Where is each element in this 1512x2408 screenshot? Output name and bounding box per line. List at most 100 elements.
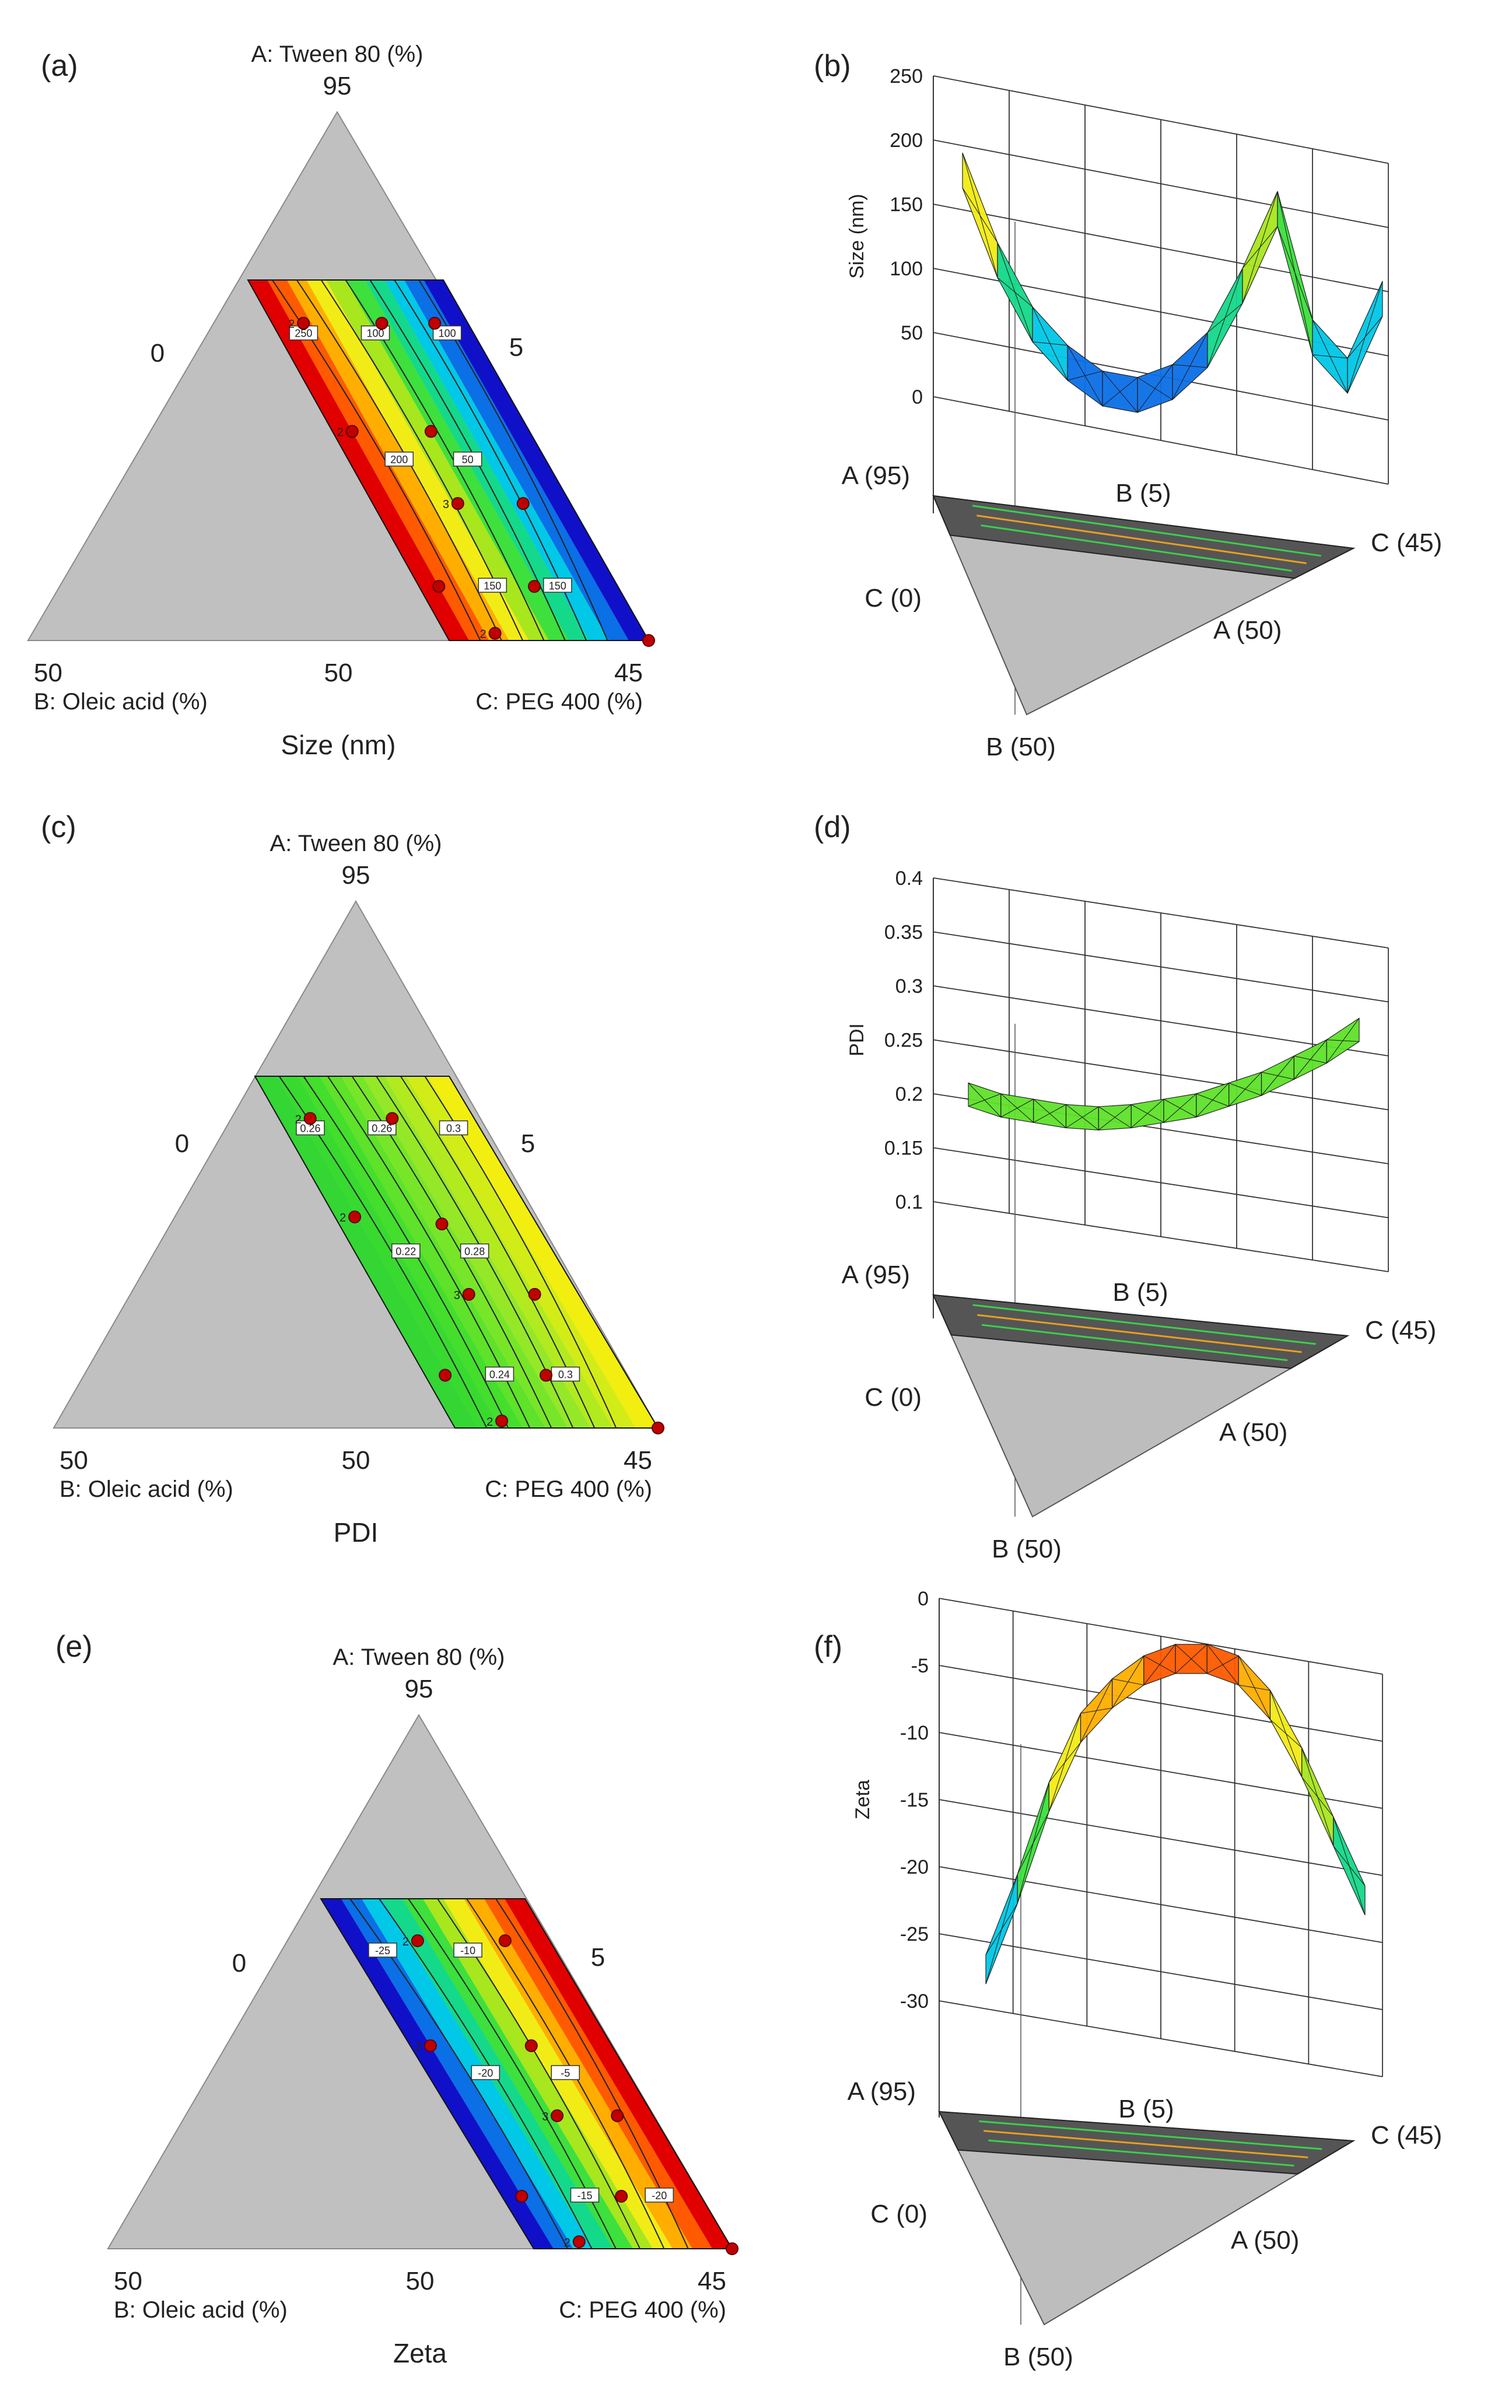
z-axis-title: Size (nm): [846, 194, 868, 278]
design-point: [375, 317, 388, 330]
base-contour-strip: [932, 1294, 1350, 1369]
ternary-panel-e: (e) -25 -20 -15 -10 -5 -20 2 2 3 2 A: Tween 80 (%) 9…: [55, 1630, 738, 2368]
design-point: [498, 1934, 512, 1947]
base-contour: [972, 1304, 1316, 1345]
contour-label: 0.26: [372, 1122, 392, 1134]
z-tick: 0.3: [895, 975, 923, 998]
mesh-line: [1293, 1040, 1327, 1080]
z-tick: 0.4: [895, 867, 923, 890]
base-label-a-top: A (95): [848, 2077, 916, 2106]
contour-band: [248, 280, 470, 640]
base-contour: [988, 2139, 1294, 2167]
contour-band: [505, 1899, 732, 2249]
mesh-line: [1098, 1104, 1132, 1130]
z-tick: -30: [900, 1990, 929, 2013]
z-tick: 0.1: [895, 1191, 923, 1213]
tick-right-corner: 45: [624, 1446, 652, 1475]
contour-band: [326, 280, 549, 640]
mesh-line: [1238, 1685, 1270, 1691]
replicate-label: 2: [415, 2041, 422, 2053]
design-point: [424, 2039, 437, 2052]
contour-label: -20: [478, 2067, 493, 2079]
axis-title-b: B: Oleic acid (%): [114, 2297, 288, 2323]
mesh-line: [985, 1874, 1018, 1985]
contour-label-box: [453, 452, 482, 467]
mesh-line: [1261, 1055, 1294, 1096]
replicate-label: 2: [337, 426, 344, 439]
z-tick: 0.35: [884, 922, 923, 944]
design-point: [348, 1210, 362, 1224]
design-point: [516, 497, 530, 510]
panel-label: (c): [41, 810, 76, 844]
tick-bottom-mid: 50: [342, 1446, 370, 1475]
design-point: [572, 2235, 586, 2248]
design-point: [528, 580, 541, 593]
mesh-line: [1112, 1656, 1144, 1709]
tick-right-side: 5: [521, 1129, 535, 1158]
tick-right-corner: 45: [614, 659, 643, 687]
contour-label-box: [368, 1943, 397, 1958]
contour-band: [384, 1076, 613, 1428]
contour-label: 0.24: [489, 1369, 510, 1381]
response-title: Zeta: [393, 2338, 447, 2368]
tick-right-side: 5: [591, 1943, 605, 1972]
design-point: [386, 1112, 399, 1125]
contour-label: 0.28: [464, 1246, 485, 1258]
base-label-c-left: C (0): [870, 2200, 928, 2228]
base-contour: [972, 505, 1322, 557]
ternary-panel-c: (c) 0.26 0.22 0.24 0.26 0.28 0.3 0.3 2 2 3 2 A: Twee…: [41, 810, 664, 1548]
tick-bottom-mid: 50: [406, 2267, 435, 2295]
base-contour: [981, 1324, 1288, 1362]
tick-top: 95: [323, 72, 352, 100]
contour-label: -5: [561, 2067, 570, 2079]
design-point: [611, 2109, 624, 2122]
replicate-label: 2: [295, 1113, 302, 1126]
mesh-line: [1032, 341, 1068, 346]
tick-top: 95: [405, 1675, 433, 1703]
design-point: [495, 1414, 509, 1427]
z-tick: -20: [900, 1856, 929, 1878]
mesh-line: [962, 187, 998, 243]
axis-title-a: A: Tween 80 (%): [251, 41, 424, 67]
mesh-line: [1242, 191, 1278, 304]
tick-right-side: 5: [509, 333, 523, 362]
z-tick: 0: [912, 386, 923, 408]
replicate-label: 3: [443, 498, 449, 511]
contour-band: [384, 280, 609, 640]
contour-label: 50: [462, 454, 474, 466]
base-contour-strip: [932, 495, 1356, 579]
design-point: [528, 1287, 541, 1301]
contour-label-box: [543, 578, 572, 593]
axis-title-b: B: Oleic acid (%): [34, 689, 208, 715]
tick-left-side: 0: [232, 1949, 246, 1978]
panel-label: (b): [814, 49, 851, 83]
base-label-b-top: B (5): [1112, 1278, 1168, 1307]
contour-label-box: [485, 1366, 514, 1382]
contour-label: 250: [295, 328, 312, 340]
contour-label: 0.3: [446, 1122, 461, 1134]
mesh-line: [1017, 1782, 1049, 1904]
mesh-line: [1067, 370, 1103, 381]
design-point: [540, 1368, 552, 1382]
panel-label: (d): [814, 810, 851, 844]
replicate-label: 2: [402, 1936, 409, 1948]
replicate-label: 2: [564, 2236, 570, 2249]
contour-label: 150: [549, 580, 566, 592]
base-contour: [978, 2120, 1322, 2150]
mesh-line: [1000, 1098, 1034, 1118]
design-point: [411, 1934, 424, 1947]
tick-left-corner: 50: [34, 659, 62, 687]
base-label-c-right: C (45): [1371, 2121, 1442, 2150]
z-tick: -5: [911, 1655, 929, 1677]
mesh-line: [1207, 268, 1243, 368]
design-point: [551, 2109, 564, 2122]
panel-label: (f): [814, 1630, 842, 1664]
replicate-label: 2: [288, 318, 295, 331]
contour-label-box: [645, 2188, 674, 2203]
z-tick: 0.25: [884, 1030, 923, 1052]
design-point: [451, 497, 464, 510]
mesh-line: [1048, 1713, 1081, 1812]
contour-label: -15: [577, 2190, 592, 2202]
contour-label: -25: [375, 1945, 390, 1957]
